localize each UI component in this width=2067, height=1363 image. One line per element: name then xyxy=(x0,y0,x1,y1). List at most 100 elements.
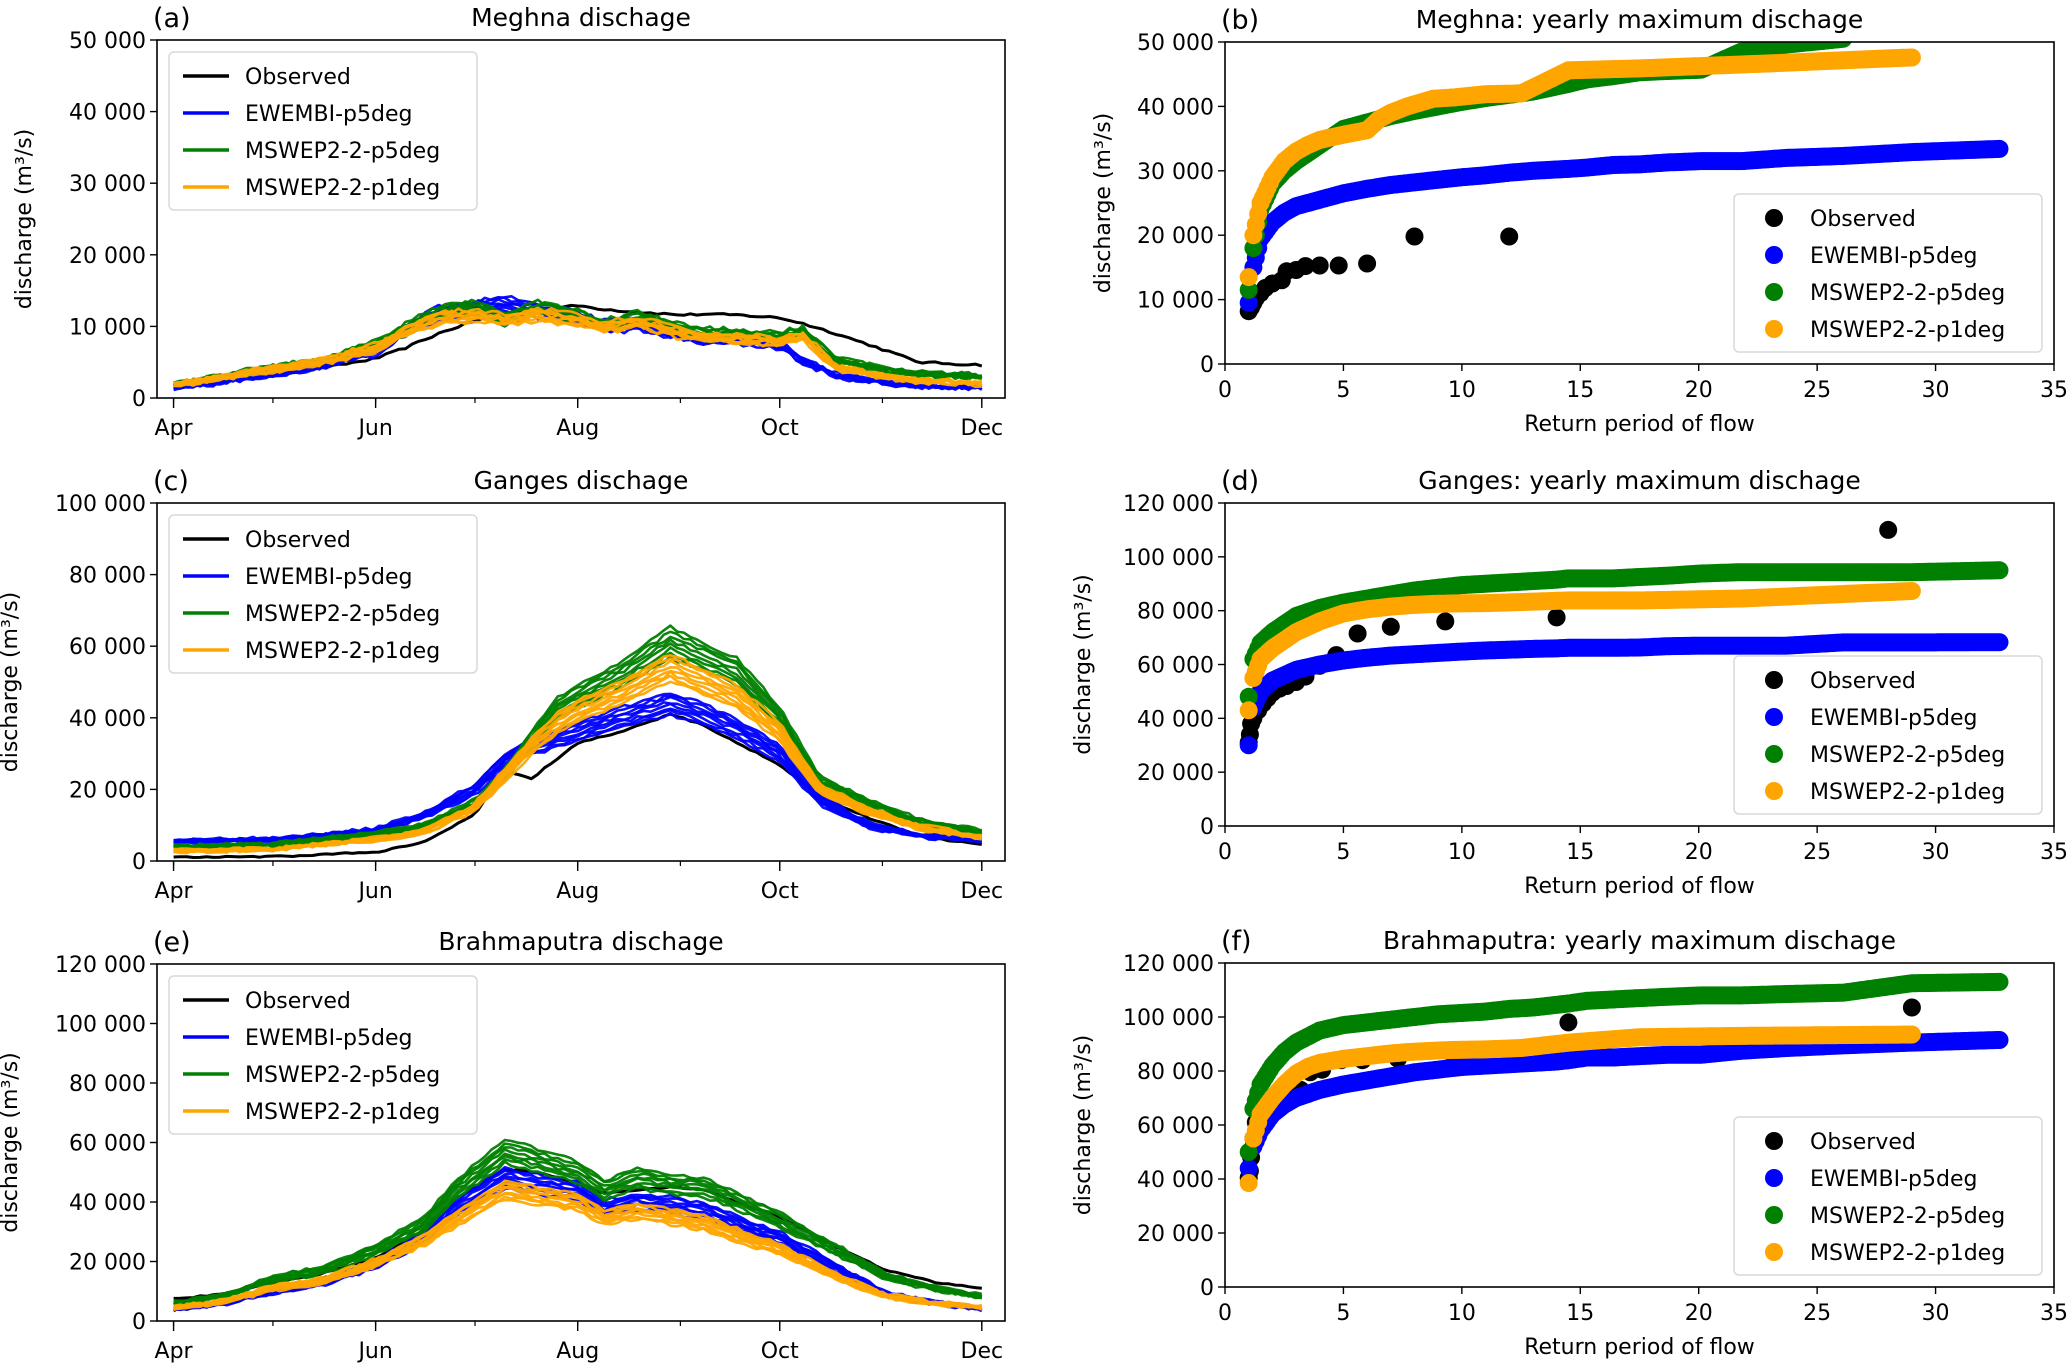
data-point xyxy=(1239,687,1258,706)
data-point xyxy=(1358,121,1377,140)
data-point xyxy=(1476,166,1495,185)
y-tick-label: 60 000 xyxy=(69,1132,146,1157)
y-tick-label: 40 000 xyxy=(1137,707,1214,732)
series-line xyxy=(173,624,983,849)
legend-item-observed: Observed xyxy=(1765,669,1916,694)
data-point xyxy=(1424,594,1443,613)
data-point xyxy=(1244,669,1263,687)
x-tick-label: 15 xyxy=(1566,1301,1594,1326)
data-point xyxy=(1405,645,1424,664)
data-point xyxy=(1239,268,1258,287)
legend: Observed EWEMBI-p5deg MSWEP2-2-p5deg MSWEP2… xyxy=(168,51,478,211)
y-tick-label: 30 000 xyxy=(1137,160,1214,185)
data-point xyxy=(1559,591,1578,610)
y-tick-label: 50 000 xyxy=(1137,31,1214,56)
data-point xyxy=(1990,1031,2009,1049)
data-point xyxy=(1334,184,1353,203)
data-point xyxy=(1559,159,1578,178)
data-point xyxy=(1630,59,1649,78)
data-point xyxy=(1658,566,1677,585)
x-tick-label: 10 xyxy=(1448,378,1476,403)
data-point xyxy=(1500,1055,1519,1074)
data-point xyxy=(1287,197,1306,216)
data-point xyxy=(1405,173,1424,192)
data-point xyxy=(1692,636,1711,655)
y-tick-label: 80 000 xyxy=(69,564,146,589)
legend-label: MSWEP2-2-p1deg xyxy=(245,176,440,201)
series-mswep2-2-p1deg xyxy=(1239,1025,1921,1192)
x-tick-label: 20 xyxy=(1685,1301,1713,1326)
legend-item-mswep2-2-p5deg: MSWEP2-2-p5deg xyxy=(183,1063,440,1088)
legend-item-mswep2-2-p1deg: MSWEP2-2-p1deg xyxy=(183,1100,440,1125)
series-mswep2-2-p5deg xyxy=(1239,972,2009,1161)
data-point xyxy=(1578,158,1597,177)
y-tick-label: 50 000 xyxy=(69,29,146,54)
legend-label: MSWEP2-2-p5deg xyxy=(1810,1204,2005,1229)
data-point xyxy=(1244,1129,1263,1148)
legend-marker-swatch xyxy=(1765,283,1783,301)
data-point xyxy=(1310,1021,1329,1040)
data-point xyxy=(1334,604,1353,623)
data-point xyxy=(1732,1041,1751,1060)
legend-label: EWEMBI-p5deg xyxy=(245,565,412,590)
chart-title: Brahmaputra: yearly maximum dischage xyxy=(1383,926,1896,955)
x-tick-label: Apr xyxy=(155,1339,194,1363)
legend-label: MSWEP2-2-p1deg xyxy=(1810,1241,2005,1266)
y-tick-label: 60 000 xyxy=(1137,1114,1214,1139)
data-point xyxy=(1310,612,1329,631)
data-point xyxy=(1500,163,1519,182)
data-point xyxy=(1405,581,1424,600)
data-point xyxy=(1777,563,1796,582)
y-tick-label: 60 000 xyxy=(1137,654,1214,679)
x-tick-label: 0 xyxy=(1218,378,1232,403)
y-axis-label: discharge (m³/s) xyxy=(0,592,23,773)
data-point xyxy=(1251,1075,1270,1094)
legend-item-observed: Observed xyxy=(183,65,351,90)
plot-area-a xyxy=(172,294,983,392)
data-point xyxy=(1348,624,1367,643)
y-tick-label: 40 000 xyxy=(69,101,146,126)
x-tick-label: 25 xyxy=(1803,840,1831,865)
series-ewembi-p5deg xyxy=(1239,139,2009,312)
data-point xyxy=(1381,646,1400,665)
data-point xyxy=(1559,1033,1578,1052)
data-point xyxy=(1239,1159,1258,1178)
data-point xyxy=(1310,256,1329,275)
data-point xyxy=(1334,1016,1353,1035)
x-tick-label: 15 xyxy=(1566,378,1594,403)
data-point xyxy=(1429,643,1448,662)
legend-box xyxy=(168,51,478,211)
legend-label: MSWEP2-2-p5deg xyxy=(1810,281,2005,306)
data-point xyxy=(1310,1053,1329,1072)
data-point xyxy=(1732,986,1751,1005)
legend-item-mswep2-2-p5deg: MSWEP2-2-p5deg xyxy=(1765,743,2005,768)
legend-marker-swatch xyxy=(1765,1169,1783,1187)
data-point xyxy=(1310,1080,1329,1099)
data-point xyxy=(1452,1058,1471,1076)
x-tick-label: 25 xyxy=(1803,378,1831,403)
data-point xyxy=(1559,61,1578,80)
data-point xyxy=(1334,1075,1353,1094)
legend-marker-swatch xyxy=(1765,671,1783,689)
legend-marker-swatch xyxy=(1765,782,1783,800)
panel-f: 0 20 000 40 000 60 000 80 000 100 000 120 000 0… xyxy=(1071,926,2067,1360)
x-tick-label: 0 xyxy=(1218,840,1232,865)
legend-label: Observed xyxy=(1810,1130,1916,1155)
data-point xyxy=(1398,596,1417,615)
data-point xyxy=(1658,1045,1677,1064)
data-point xyxy=(1310,130,1329,149)
data-point xyxy=(1358,1047,1377,1066)
legend-label: Observed xyxy=(245,989,351,1014)
data-point xyxy=(1445,1040,1464,1059)
series-ewembi-p5deg xyxy=(173,692,983,845)
y-tick-label: 40 000 xyxy=(69,1191,146,1216)
data-point xyxy=(1630,1028,1649,1047)
panel-e: 0 20 000 40 000 60 000 80 000 100 000 120 000 A… xyxy=(0,927,1006,1363)
data-point xyxy=(1523,639,1542,658)
x-tick-label: 35 xyxy=(2040,378,2067,403)
y-tick-label: 10 000 xyxy=(69,315,146,340)
series-line xyxy=(173,1138,983,1303)
data-point xyxy=(1559,1013,1578,1032)
data-point xyxy=(1358,648,1377,667)
